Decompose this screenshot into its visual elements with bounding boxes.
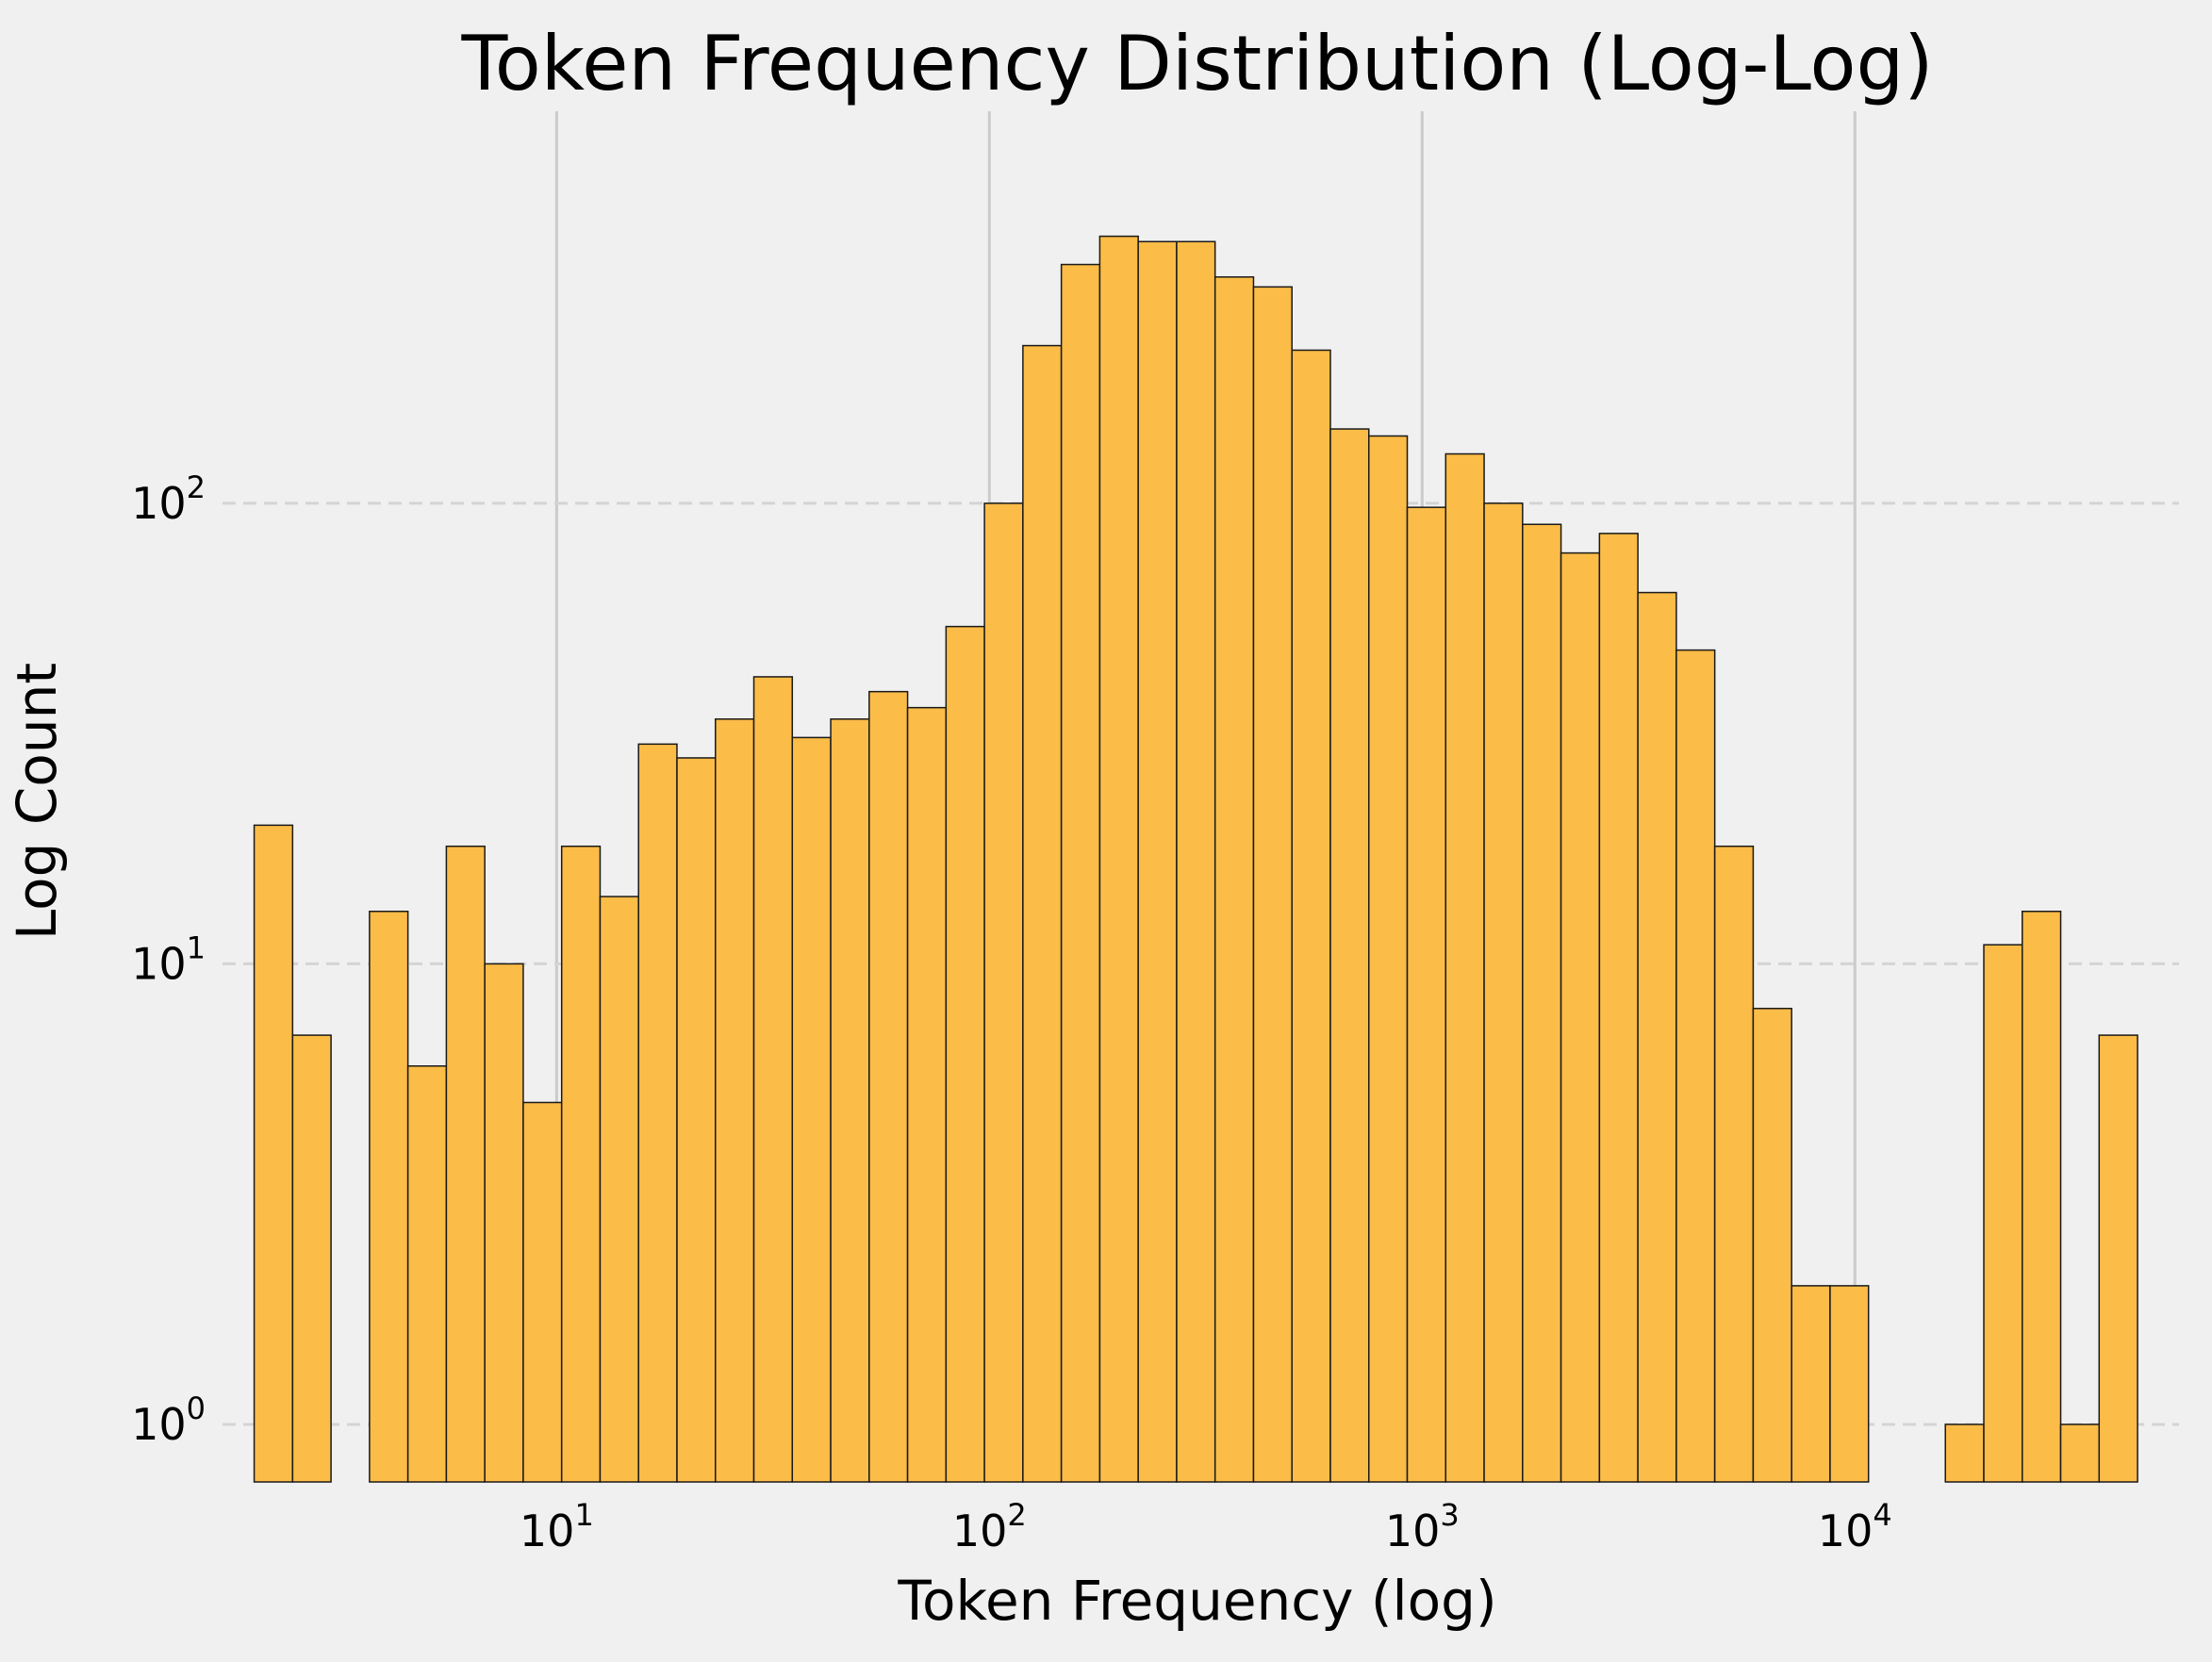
histogram-bar: [1560, 551, 1601, 1483]
y-tick-label: 102: [131, 469, 206, 529]
histogram-bar: [983, 502, 1024, 1483]
x-tick-label: 103: [1385, 1497, 1460, 1556]
x-tick-label: 101: [520, 1497, 594, 1556]
histogram-bar: [291, 1034, 332, 1483]
histogram-bar: [1022, 344, 1063, 1483]
histogram-bar: [868, 690, 909, 1483]
histogram-bar: [637, 743, 678, 1483]
histogram-bar: [2059, 1423, 2101, 1483]
histogram-bar: [1983, 944, 2023, 1483]
histogram-bar: [2098, 1034, 2138, 1483]
histogram-bar: [791, 736, 832, 1483]
histogram-bar: [1252, 286, 1293, 1483]
histogram-bar: [1213, 276, 1255, 1483]
bars: [253, 235, 2138, 1483]
histogram-bar: [1944, 1423, 1985, 1483]
histogram-bar: [1176, 240, 1216, 1483]
histogram-bar: [1752, 1008, 1792, 1483]
histogram-bar: [945, 625, 985, 1483]
histogram-bar: [676, 757, 717, 1483]
histogram-bar: [1444, 453, 1485, 1483]
histogram-bar: [522, 1101, 563, 1483]
histogram-bar: [1368, 435, 1409, 1483]
histogram-bar: [714, 718, 755, 1483]
histogram-bar: [1713, 845, 1755, 1483]
histogram-bar: [830, 718, 870, 1483]
histogram-bar: [1291, 349, 1331, 1483]
x-axis-label: Token Frequency (log): [897, 1569, 1496, 1633]
histogram-bar: [1098, 235, 1139, 1483]
histogram-bar: [1676, 649, 1716, 1483]
histogram-bar: [1598, 533, 1639, 1483]
histogram-bar: [1137, 240, 1178, 1483]
y-tick-label: 100: [131, 1390, 206, 1450]
histogram-bar: [599, 896, 639, 1483]
histogram-bar: [445, 845, 486, 1483]
histogram-bar: [906, 706, 948, 1483]
histogram-bar: [253, 824, 294, 1483]
histogram-bar: [1483, 502, 1524, 1483]
histogram-bar: [560, 845, 602, 1483]
histogram-bar: [752, 676, 794, 1483]
histogram-bar: [484, 963, 524, 1483]
histogram-bar: [1406, 506, 1447, 1483]
histogram-bar: [1060, 263, 1101, 1483]
histogram-bar: [2022, 911, 2062, 1483]
histogram-bar: [1637, 591, 1677, 1483]
chart-title: Token Frequency Distribution (Log-Log): [461, 20, 1934, 107]
histogram-bar: [369, 911, 409, 1483]
x-tick-label: 104: [1818, 1497, 1892, 1556]
y-tick-label: 101: [131, 930, 206, 989]
y-axis-label: Log Count: [5, 663, 69, 940]
histogram-bar: [406, 1065, 448, 1483]
x-tick-label: 102: [952, 1497, 1027, 1556]
histogram-bar: [1791, 1285, 1831, 1483]
ticks: 101 102 103 104 100 101 102: [131, 469, 1892, 1556]
histogram-bar: [1829, 1285, 1870, 1483]
histogram-bar: [1522, 523, 1562, 1483]
histogram-bar: [1329, 428, 1370, 1483]
